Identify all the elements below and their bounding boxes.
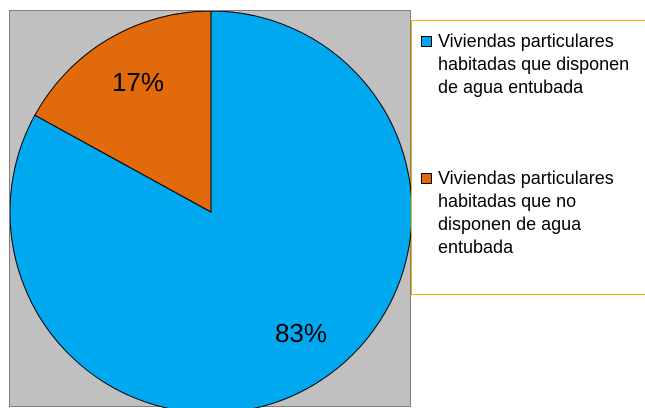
legend-label: Viviendas particulares habitadas que no … [438, 168, 614, 257]
legend-item-agua-entubada: Viviendas particulares habitadas que dis… [421, 30, 638, 99]
slice-value-label-1: 83% [275, 318, 327, 348]
slice-value-label-2: 17% [112, 67, 164, 97]
legend-label: Viviendas particulares habitadas que dis… [438, 31, 630, 97]
pie-slice-2 [34, 11, 212, 213]
pie-labels: 83% 17% [112, 67, 327, 348]
pie-slices [10, 11, 412, 408]
legend-swatch-blue [421, 36, 432, 47]
plot-area: 83% 17% [9, 10, 412, 408]
legend-swatch-orange [421, 173, 432, 184]
pie-chart: 83% 17% [10, 11, 412, 408]
legend: Viviendas particulares habitadas que dis… [411, 20, 645, 295]
legend-item-sin-agua-entubada: Viviendas particulares habitadas que no … [421, 167, 638, 259]
